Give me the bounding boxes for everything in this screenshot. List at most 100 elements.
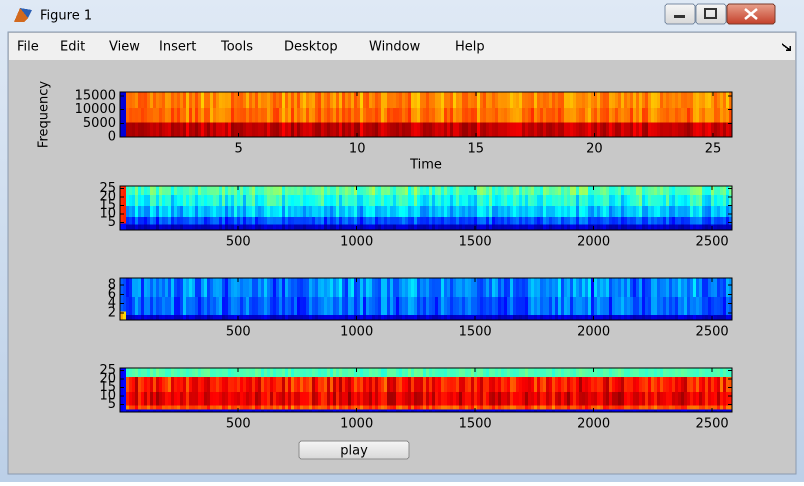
heatmap-cell (675, 206, 678, 218)
heatmap-cell (369, 377, 372, 393)
heatmap-cell (603, 377, 606, 393)
heatmap-cell (126, 297, 129, 316)
heatmap-cell (714, 123, 717, 138)
heatmap-cell (495, 217, 498, 225)
heatmap-cell (624, 195, 627, 207)
heatmap-cell (510, 368, 513, 377)
heatmap-cell (522, 278, 525, 297)
maximize-button[interactable] (696, 4, 726, 24)
heatmap-cell (432, 108, 435, 123)
heatmap-cell (243, 297, 246, 316)
heatmap-cell (723, 377, 726, 393)
heatmap-cell (639, 405, 642, 409)
heatmap-cell (177, 278, 180, 297)
heatmap-cell (156, 206, 159, 218)
heatmap-cell (372, 186, 375, 195)
heatmap-cell (564, 368, 567, 377)
heatmap-cell (453, 217, 456, 225)
heatmap-cell (294, 297, 297, 316)
heatmap-cell (717, 92, 720, 108)
heatmap-cell (279, 206, 282, 218)
heatmap-cell (555, 123, 558, 138)
heatmap-cell (462, 392, 465, 406)
menu-item[interactable]: Desktop (284, 40, 338, 55)
menu-item[interactable]: Insert (159, 40, 196, 55)
heatmap-cell (696, 392, 699, 406)
heatmap-cell (348, 195, 351, 207)
heatmap-cell (156, 368, 159, 377)
heatmap-cell (126, 123, 129, 138)
heatmap-cell (306, 217, 309, 225)
heatmap-cell (522, 108, 525, 123)
heatmap-cell (477, 278, 480, 297)
heatmap-cell (570, 206, 573, 218)
menu-item[interactable]: File (17, 40, 39, 55)
heatmap-cell (684, 123, 687, 138)
heatmap-cell (195, 206, 198, 218)
heatmap-cell (219, 206, 222, 218)
heatmap-cell (510, 297, 513, 316)
heatmap-cell (612, 195, 615, 207)
heatmap-cell (273, 186, 276, 195)
heatmap-cell (198, 368, 201, 377)
heatmap-cell (696, 368, 699, 377)
heatmap-cell (516, 123, 519, 138)
heatmap-cell (540, 278, 543, 297)
heatmap-cell (603, 297, 606, 316)
heatmap-cell (516, 186, 519, 195)
menu-item[interactable]: Window (369, 40, 421, 55)
heatmap-cell (237, 195, 240, 207)
heatmap-cell (159, 405, 162, 409)
heatmap-cell (129, 368, 132, 377)
minimize-button[interactable] (665, 4, 695, 24)
heatmap-cell (252, 368, 255, 377)
heatmap-cell (228, 405, 231, 409)
heatmap-cell (666, 195, 669, 207)
heatmap-cell (594, 186, 597, 195)
heatmap-cell (174, 377, 177, 393)
heatmap-cell (351, 278, 354, 297)
heatmap-cell (504, 92, 507, 108)
heatmap-cell (375, 217, 378, 225)
heatmap-cell (408, 123, 411, 138)
heatmap-cell (129, 405, 132, 409)
heatmap-cell (624, 123, 627, 138)
heatmap-cell (669, 278, 672, 297)
heatmap-cell (444, 186, 447, 195)
heatmap-cell (534, 92, 537, 108)
heatmap-cell (294, 405, 297, 409)
heatmap-cell (141, 217, 144, 225)
heatmap-cell (489, 217, 492, 225)
heatmap-cell (267, 377, 270, 393)
heatmap-cell (174, 186, 177, 195)
heatmap-cell (531, 123, 534, 138)
heatmap-cell (648, 392, 651, 406)
heatmap-cell (507, 377, 510, 393)
heatmap-cell (582, 217, 585, 225)
heatmap-cell (363, 206, 366, 218)
heatmap-cell (225, 123, 228, 138)
menu-item[interactable]: Edit (60, 40, 85, 55)
heatmap-cell (456, 206, 459, 218)
heatmap-cell (438, 278, 441, 297)
menu-item[interactable]: Tools (220, 40, 253, 55)
menu-item[interactable]: View (109, 40, 140, 55)
heatmap-cell (201, 278, 204, 297)
heatmap-cell (534, 108, 537, 123)
heatmap-cell (450, 377, 453, 393)
heatmap-cell (603, 405, 606, 409)
heatmap-cell (246, 297, 249, 316)
heatmap-cell (342, 206, 345, 218)
heatmap-cell (324, 368, 327, 377)
heatmap-cell (447, 368, 450, 377)
heatmap-cell (147, 206, 150, 218)
heatmap-cell (222, 368, 225, 377)
heatmap-cell (198, 186, 201, 195)
heatmap-cell (378, 297, 381, 316)
menu-item[interactable]: Help (455, 40, 485, 55)
heatmap-cell (699, 206, 702, 218)
heatmap-cell (372, 377, 375, 393)
heatmap-cell (369, 108, 372, 123)
heatmap-cell (450, 108, 453, 123)
heatmap-cell (606, 377, 609, 393)
